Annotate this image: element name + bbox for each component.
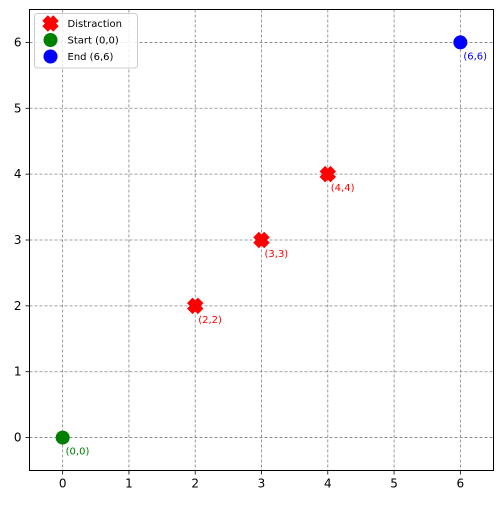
point-label: (4,4) <box>331 183 355 194</box>
point-label: (0,0) <box>66 447 90 458</box>
legend-label: Start (0,0) <box>68 36 119 47</box>
legend-label: End (6,6) <box>68 52 114 63</box>
y-axis-ticks: 0 1 2 3 4 5 6 <box>14 35 30 445</box>
legend-marker <box>43 49 58 64</box>
x-tick-label: 2 <box>191 477 199 491</box>
x-tick-label: 0 <box>59 477 67 491</box>
x-tick-label: 1 <box>125 477 133 491</box>
grid <box>29 9 494 471</box>
point-label: (3,3) <box>265 249 289 260</box>
y-tick-label: 4 <box>14 167 22 181</box>
end-marker <box>453 35 468 50</box>
y-tick-label: 5 <box>14 101 22 115</box>
distraction-marker <box>253 231 270 249</box>
legend: Distraction Start (0,0) End (6,6) <box>34 13 138 69</box>
x-tick-label: 6 <box>457 477 465 491</box>
y-tick-label: 1 <box>14 365 22 379</box>
data-points <box>55 35 468 445</box>
y-tick-label: 3 <box>14 233 22 247</box>
legend-marker <box>42 15 59 32</box>
distraction-marker <box>319 165 337 183</box>
x-tick-label: 3 <box>258 477 266 491</box>
point-labels: (2,2) (3,3) (4,4) (0,0) (6,6) <box>66 51 488 457</box>
start-marker <box>55 430 70 445</box>
x-tick-label: 4 <box>324 477 332 491</box>
point-label: (2,2) <box>198 315 222 326</box>
y-tick-label: 6 <box>14 35 22 49</box>
x-axis-ticks: 0 1 2 3 4 5 6 <box>59 470 465 491</box>
point-label: (6,6) <box>463 51 487 62</box>
legend-box <box>34 13 138 69</box>
y-tick-label: 2 <box>14 299 22 313</box>
y-tick-label: 0 <box>14 431 22 445</box>
legend-label: Distraction <box>68 19 123 30</box>
x-tick-label: 5 <box>390 477 398 491</box>
legend-marker <box>43 33 58 47</box>
distraction-marker <box>186 297 204 315</box>
plot-frame <box>29 9 494 471</box>
